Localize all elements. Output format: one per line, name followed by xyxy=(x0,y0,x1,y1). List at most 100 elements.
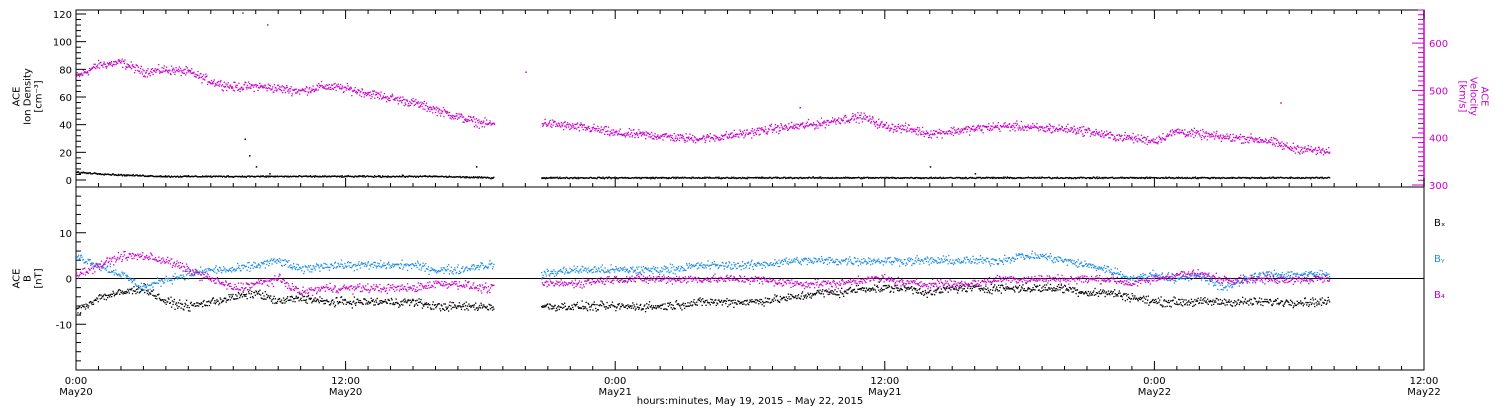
velocity-series-point xyxy=(1066,131,1069,133)
velocity-series-point xyxy=(271,88,273,90)
series-bx-point xyxy=(489,308,492,310)
density-series-point xyxy=(825,177,827,179)
density-series-point xyxy=(983,177,986,179)
density-series-point xyxy=(1037,176,1039,179)
series-bx-point xyxy=(610,304,612,306)
density-series-point xyxy=(904,177,906,179)
velocity-series-point xyxy=(327,88,329,90)
velocity-series-point xyxy=(1081,133,1084,135)
series-bx-point xyxy=(132,290,134,292)
velocity-series-point xyxy=(1278,143,1280,145)
density-series-point xyxy=(363,175,366,177)
density-series-point xyxy=(1215,177,1217,179)
velocity-series-point xyxy=(847,119,849,121)
velocity-series-point xyxy=(798,128,800,130)
density-series-point xyxy=(1206,177,1208,179)
series-bx-point xyxy=(96,297,98,299)
density-series-point xyxy=(952,177,954,179)
series-bx-point xyxy=(599,305,601,307)
velocity-series-point xyxy=(382,95,384,97)
series-bx-point xyxy=(299,299,302,301)
series-bx-point xyxy=(192,305,194,307)
velocity-series-point xyxy=(1304,146,1306,148)
density-series-point xyxy=(334,175,336,177)
density-series-point xyxy=(1188,177,1190,179)
series-bx-point xyxy=(198,305,200,307)
velocity-series-point xyxy=(561,125,564,127)
density-series-point xyxy=(1190,177,1193,180)
velocity-series-point xyxy=(260,84,263,87)
density-series-point xyxy=(979,176,982,179)
velocity-series-point xyxy=(976,126,979,128)
density-series-point xyxy=(1182,177,1184,179)
density-series-point xyxy=(311,176,313,178)
velocity-series-point xyxy=(848,121,851,124)
density-series-point xyxy=(557,177,559,179)
velocity-series-point xyxy=(410,99,413,101)
velocity-series-point xyxy=(1108,137,1110,139)
velocity-series-point xyxy=(893,129,895,131)
velocity-series-point xyxy=(714,140,716,142)
velocity-series-point xyxy=(179,69,181,72)
velocity-series-point xyxy=(599,131,601,133)
density-series-point xyxy=(1234,177,1236,179)
velocity-series-point xyxy=(1298,146,1300,148)
series-bx-point xyxy=(123,292,126,294)
series-bx-point xyxy=(611,301,614,303)
velocity-series-point xyxy=(1013,123,1015,125)
velocity-series-point xyxy=(831,120,833,123)
velocity-series-point xyxy=(568,123,570,125)
density-series-point xyxy=(690,177,692,180)
velocity-series-point xyxy=(1028,126,1030,128)
velocity-series-point xyxy=(752,132,755,134)
series-bx-point xyxy=(417,304,419,306)
density-series-point xyxy=(398,175,401,177)
series-bx-point xyxy=(551,305,553,307)
density-series-point xyxy=(429,175,431,177)
velocity-series-point xyxy=(594,130,596,132)
density-series-point xyxy=(953,177,955,179)
velocity-series-point xyxy=(703,135,705,138)
velocity-series-point xyxy=(943,131,945,133)
velocity-series-point xyxy=(950,127,952,129)
density-series-point xyxy=(276,175,279,177)
series-bx-point xyxy=(440,310,442,312)
density-series-point xyxy=(381,176,383,178)
density-series-point xyxy=(94,172,96,174)
velocity-series-point xyxy=(705,139,707,142)
velocity-series-point xyxy=(793,128,796,130)
velocity-series-point xyxy=(258,86,260,88)
series-bx-point xyxy=(322,300,324,302)
velocity-series-point xyxy=(582,124,584,126)
density-series-point xyxy=(1130,176,1132,179)
series-bx-point xyxy=(175,303,177,305)
density-series-point xyxy=(279,175,281,178)
density-series-point xyxy=(215,175,217,177)
velocity-series-point xyxy=(601,131,603,134)
velocity-series-point xyxy=(310,90,313,92)
velocity-series-point xyxy=(967,126,970,128)
velocity-series-point xyxy=(199,77,201,79)
velocity-series-point xyxy=(1003,123,1005,125)
velocity-series-point xyxy=(279,89,282,91)
velocity-series-point xyxy=(589,131,591,133)
velocity-series-point xyxy=(1225,135,1227,137)
velocity-series-point xyxy=(868,119,870,121)
velocity-series-point xyxy=(81,72,83,74)
density-series-point xyxy=(1226,177,1228,179)
series-bx-point xyxy=(229,299,231,301)
velocity-series-point xyxy=(592,126,594,128)
density-series-point xyxy=(1115,177,1117,179)
series-bx-point xyxy=(220,301,223,304)
density-series-point xyxy=(913,177,915,180)
velocity-series-point xyxy=(1096,131,1098,133)
density-series-point xyxy=(680,177,682,179)
density-series-point xyxy=(827,176,829,179)
velocity-series-point xyxy=(474,121,477,123)
velocity-series-point xyxy=(677,138,679,140)
density-series-point xyxy=(671,176,674,178)
velocity-series-point xyxy=(372,93,374,95)
velocity-series-point xyxy=(1079,127,1081,129)
density-series-point xyxy=(843,177,845,179)
density-series-point xyxy=(295,175,297,177)
